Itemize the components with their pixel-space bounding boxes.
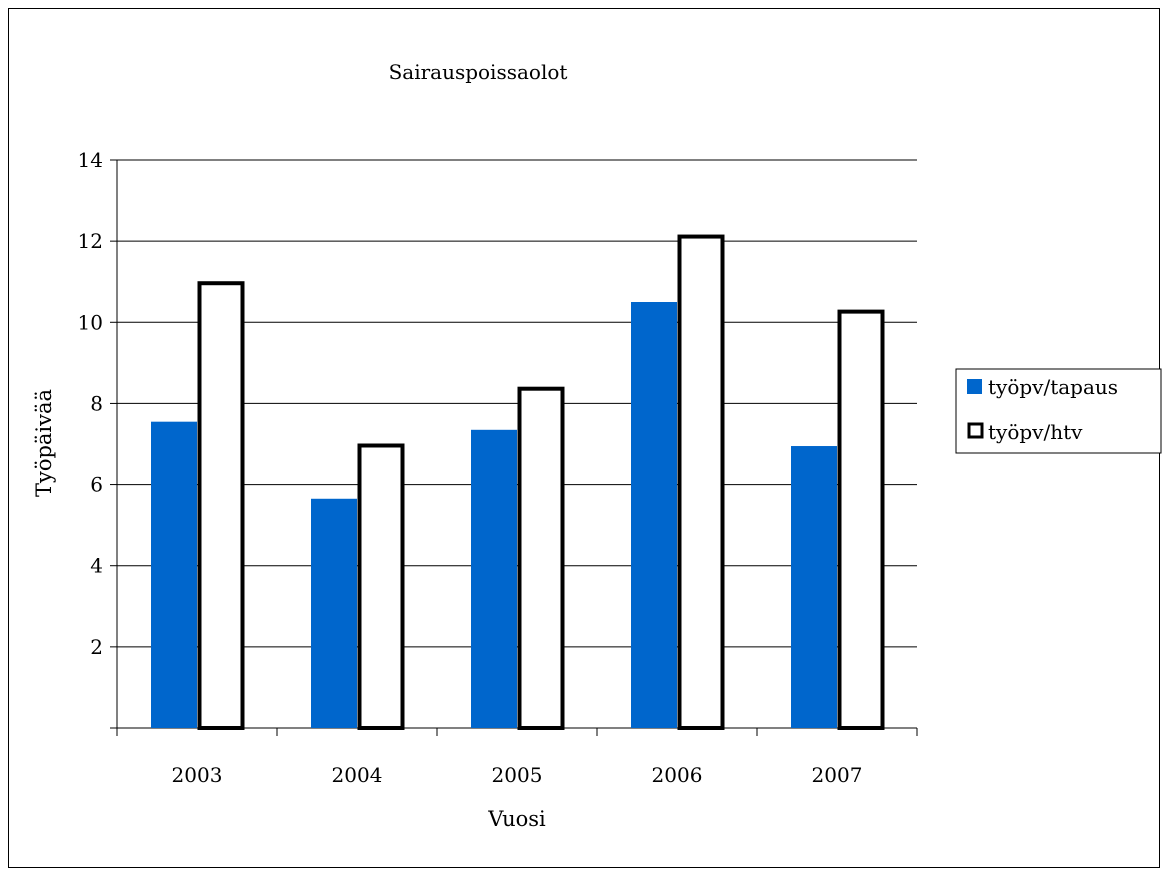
- x-tick-label: 2005: [492, 763, 543, 787]
- legend: työpv/tapaus työpv/htv: [955, 368, 1162, 454]
- x-axis-title: Vuosi: [487, 807, 546, 831]
- y-tick-label: 6: [90, 473, 103, 497]
- legend-box: [955, 368, 1162, 454]
- y-tick-label: 4: [90, 554, 103, 578]
- bar-htv: [517, 386, 565, 730]
- bar-tapaus: [311, 498, 357, 728]
- chart-title: Sairauspoissaolot: [389, 60, 568, 84]
- grid: [117, 159, 917, 648]
- bar-tapaus: [151, 421, 197, 728]
- bar-tapaus: [631, 302, 677, 728]
- legend-swatch-htv: [967, 422, 984, 439]
- x-tick-label: 2006: [652, 763, 703, 787]
- bar-tapaus: [471, 429, 517, 728]
- bar-tapaus: [791, 446, 837, 728]
- bars: [151, 234, 885, 731]
- bar-htv: [677, 234, 725, 731]
- y-axis-title: Työpäivää: [32, 389, 56, 497]
- bar-htv: [357, 443, 405, 730]
- legend-label-tapaus: työpv/tapaus: [988, 375, 1118, 399]
- legend-label-htv: työpv/htv: [988, 420, 1083, 444]
- y-tick-label: 10: [78, 310, 103, 334]
- y-tick-label: 8: [90, 391, 103, 415]
- bar-htv: [197, 281, 245, 730]
- y-tick-label: 12: [78, 229, 103, 253]
- y-tick-label: 14: [78, 148, 103, 172]
- x-axis: 2003 2004 2005 2006 2007: [116, 727, 918, 787]
- bar-htv: [837, 309, 885, 730]
- x-tick-label: 2007: [812, 763, 863, 787]
- legend-swatch-tapaus: [967, 379, 982, 394]
- y-axis: 2 4 6 8 10 12 14: [78, 148, 118, 729]
- y-tick-label: 2: [90, 635, 103, 659]
- x-tick-label: 2004: [332, 763, 383, 787]
- x-tick-label: 2003: [172, 763, 223, 787]
